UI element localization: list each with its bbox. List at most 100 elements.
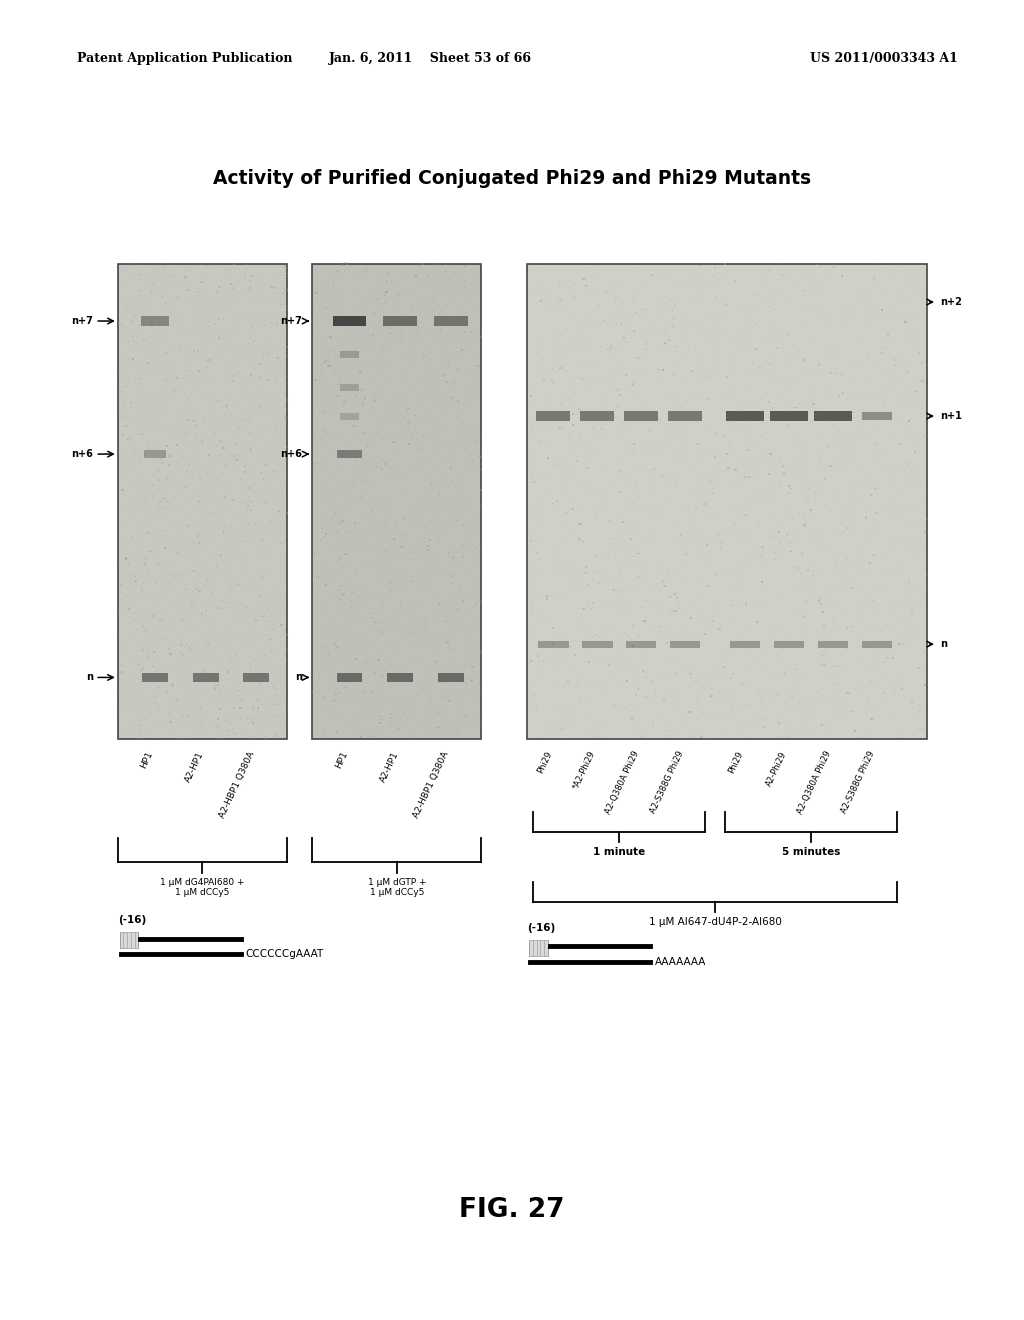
Bar [121, 488, 124, 491]
Bar [134, 723, 136, 725]
Bar [377, 645, 379, 647]
Bar [268, 550, 271, 552]
Bar [340, 437, 342, 440]
Bar [413, 375, 415, 376]
Bar [763, 375, 765, 376]
Bar [122, 403, 124, 404]
Bar [141, 312, 143, 313]
Bar [715, 623, 716, 624]
Bar [351, 668, 352, 669]
Bar [400, 578, 402, 579]
Bar [287, 634, 289, 635]
Bar [268, 619, 271, 622]
Bar [611, 313, 613, 314]
Bar [842, 714, 844, 717]
Bar [720, 548, 722, 550]
Bar [743, 305, 745, 308]
Bar [820, 288, 823, 289]
Bar [785, 359, 787, 362]
Bar [341, 312, 343, 313]
Bar [322, 306, 324, 308]
Bar [778, 737, 780, 738]
Bar [229, 589, 231, 590]
Bar [435, 705, 437, 706]
Bar [388, 351, 390, 352]
Bar [374, 339, 376, 342]
Bar [898, 507, 901, 508]
Bar [261, 576, 263, 578]
Bar [691, 517, 692, 519]
Bar [797, 568, 799, 569]
Bar [236, 676, 238, 677]
Bar [341, 585, 342, 586]
Bar [227, 722, 229, 723]
Bar [569, 645, 571, 647]
Bar [841, 577, 843, 579]
Bar [222, 400, 224, 401]
Bar [904, 407, 906, 408]
Bar [275, 477, 278, 478]
Bar [598, 570, 600, 573]
Bar [725, 314, 727, 317]
Bar [286, 289, 288, 290]
Bar [722, 568, 724, 569]
Bar [120, 477, 122, 478]
Bar [799, 471, 801, 473]
Bar [236, 263, 237, 264]
Bar [129, 709, 131, 711]
Bar [202, 285, 205, 286]
Bar [216, 290, 218, 293]
Bar [909, 428, 911, 429]
Bar [338, 317, 340, 318]
Bar [190, 676, 193, 678]
Bar [538, 672, 540, 673]
Bar [733, 523, 735, 524]
Bar [450, 467, 452, 470]
Bar [579, 622, 581, 623]
Bar [532, 417, 535, 418]
Bar [531, 399, 534, 400]
Bar [758, 690, 761, 692]
Bar [383, 524, 385, 525]
Bar [202, 277, 204, 280]
Bar [823, 651, 825, 652]
Bar [249, 663, 251, 664]
Bar [782, 593, 784, 594]
Bar [801, 554, 803, 556]
Bar [226, 671, 229, 673]
Bar [173, 268, 175, 271]
Bar [263, 318, 265, 321]
Bar [457, 368, 459, 371]
Bar [659, 627, 662, 628]
Bar [275, 425, 278, 428]
Bar [244, 606, 246, 607]
Bar [408, 612, 411, 614]
Bar [620, 543, 623, 545]
Bar [847, 528, 849, 529]
Bar [383, 302, 385, 305]
Bar [699, 642, 701, 644]
Bar [625, 639, 627, 640]
Bar [140, 379, 142, 380]
Bar [361, 680, 364, 681]
Bar [641, 668, 643, 671]
Bar [700, 735, 702, 738]
Bar [152, 484, 155, 486]
Bar [457, 721, 459, 722]
Bar [246, 603, 248, 605]
Bar [121, 323, 123, 325]
Bar [654, 606, 656, 607]
Bar [215, 574, 217, 576]
Bar [359, 391, 361, 392]
Bar [163, 620, 164, 622]
Bar [213, 362, 215, 363]
Bar [326, 312, 328, 313]
Bar [437, 507, 439, 508]
Bar [755, 348, 758, 350]
Bar [121, 665, 123, 667]
Bar [327, 366, 330, 367]
Bar [120, 363, 122, 366]
Bar [757, 689, 758, 690]
Bar [434, 374, 436, 375]
Bar [169, 454, 171, 455]
